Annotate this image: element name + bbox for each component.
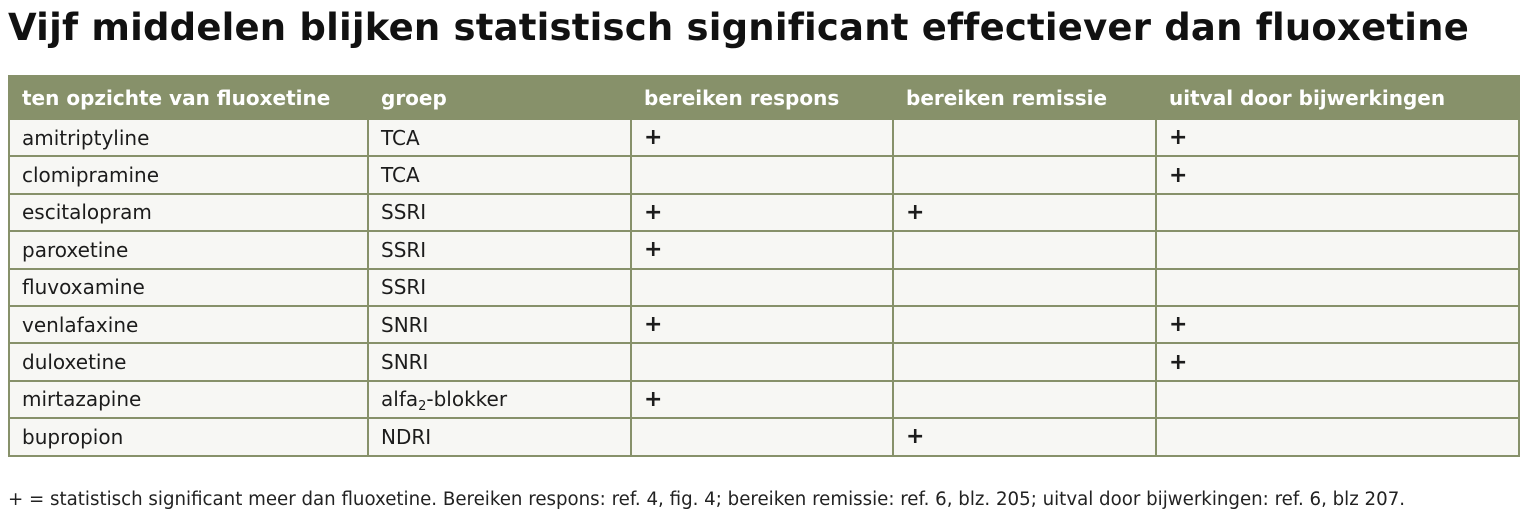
drug-name: duloxetine [8,342,369,382]
group-suffix: -blokker [426,387,508,412]
dropout-mark: + [1155,342,1520,382]
drug-group: alfa2-blokker [367,379,632,420]
group-subscript: 2 [418,399,427,415]
drug-group: SNRI [367,304,632,345]
footnote: + = statistisch significant meer dan flu… [8,489,1406,510]
dropout-mark: + [1155,117,1520,158]
table-row: venlafaxine SNRI + + [8,304,1520,345]
header-response: bereiken respons [630,75,894,120]
dropout-mark [1155,230,1520,270]
response-mark: + [630,304,894,345]
drug-name: amitriptyline [8,117,369,158]
drug-group: SSRI [367,192,632,233]
remission-mark [892,267,1157,307]
drug-name: bupropion [8,417,369,457]
remission-mark [892,117,1157,158]
remission-mark: + [892,417,1157,457]
table-row: duloxetine SNRI + [8,342,1520,382]
drug-group: SSRI [367,267,632,307]
table-row: amitriptyline TCA + + [8,117,1520,158]
table-row: fluvoxamine SSRI [8,267,1520,307]
remission-mark [892,155,1157,195]
drug-group: SSRI [367,230,632,270]
dropout-mark [1155,192,1520,233]
header-remission: bereiken remissie [892,75,1157,120]
header-comparison: ten opzichte van fluoxetine [8,75,369,120]
dropout-mark: + [1155,304,1520,345]
drug-name: paroxetine [8,230,369,270]
drug-name: fluvoxamine [8,267,369,307]
response-mark [630,417,894,457]
response-mark: + [630,192,894,233]
table-row: paroxetine SSRI + [8,230,1520,270]
drug-name: mirtazapine [8,379,369,420]
remission-mark [892,304,1157,345]
response-mark: + [630,379,894,420]
drug-name: clomipramine [8,155,369,195]
drug-group: SNRI [367,342,632,382]
remission-mark [892,379,1157,420]
response-mark [630,342,894,382]
drug-name: escitalopram [8,192,369,233]
comparison-table: ten opzichte van fluoxetine groep bereik… [8,75,1520,457]
remission-mark: + [892,192,1157,233]
response-mark: + [630,117,894,158]
header-group: groep [367,75,632,120]
dropout-mark [1155,417,1520,457]
table-row: mirtazapine alfa2-blokker + [8,379,1520,420]
group-prefix: alfa [381,387,419,412]
table-row: clomipramine TCA + [8,155,1520,195]
header-dropout: uitval door bijwerkingen [1155,75,1520,120]
dropout-mark: + [1155,155,1520,195]
table-header-row: ten opzichte van fluoxetine groep bereik… [8,75,1520,120]
response-mark [630,155,894,195]
table-row: escitalopram SSRI + + [8,192,1520,233]
response-mark [630,267,894,307]
dropout-mark [1155,379,1520,420]
drug-name: venlafaxine [8,304,369,345]
drug-group: TCA [367,117,632,158]
response-mark: + [630,230,894,270]
table-row: bupropion NDRI + [8,417,1520,457]
dropout-mark [1155,267,1520,307]
page-title: Vijf middelen blijken statistisch signif… [8,6,1470,49]
remission-mark [892,230,1157,270]
drug-group: TCA [367,155,632,195]
drug-group: NDRI [367,417,632,457]
remission-mark [892,342,1157,382]
